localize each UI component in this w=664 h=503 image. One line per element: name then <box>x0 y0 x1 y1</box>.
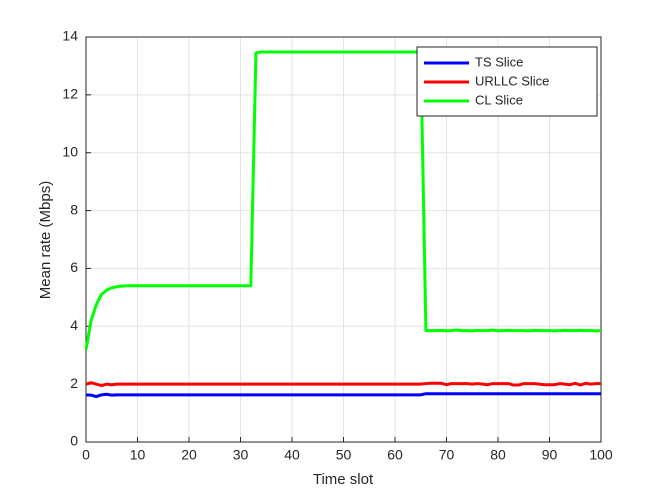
x-tick-label: 10 <box>130 447 146 463</box>
y-tick-label: 8 <box>70 201 78 217</box>
x-tick-label: 70 <box>439 447 455 463</box>
series-line <box>84 50 602 350</box>
y-axis-label: Mean rate (Mbps) <box>37 181 54 299</box>
x-tick-label: 80 <box>490 447 506 463</box>
legend-label: CL Slice <box>475 92 523 107</box>
x-tick-label: 100 <box>589 447 613 463</box>
x-tick-label: 50 <box>336 447 352 463</box>
y-tick-label: 4 <box>70 317 78 333</box>
x-axis-label: Time slot <box>313 471 374 488</box>
y-tick-label: 10 <box>62 143 78 159</box>
y-tick-label: 2 <box>70 375 78 391</box>
x-tick-label: 30 <box>233 447 249 463</box>
x-tick-label: 40 <box>284 447 300 463</box>
x-tick-label: 20 <box>181 447 197 463</box>
y-tick-label: 14 <box>62 28 78 44</box>
legend-label: TS Slice <box>475 54 523 69</box>
axes-box <box>85 36 602 443</box>
legend-label: URLLC Slice <box>475 73 549 88</box>
x-tick-label: 0 <box>82 447 90 463</box>
x-tick-label: 90 <box>542 447 558 463</box>
y-tick-label: 0 <box>70 433 78 449</box>
series-line <box>85 392 601 399</box>
x-tick-label: 60 <box>387 447 403 463</box>
y-tick-label: 12 <box>62 86 78 102</box>
y-tick-label: 6 <box>70 259 78 275</box>
series-line <box>85 381 601 388</box>
